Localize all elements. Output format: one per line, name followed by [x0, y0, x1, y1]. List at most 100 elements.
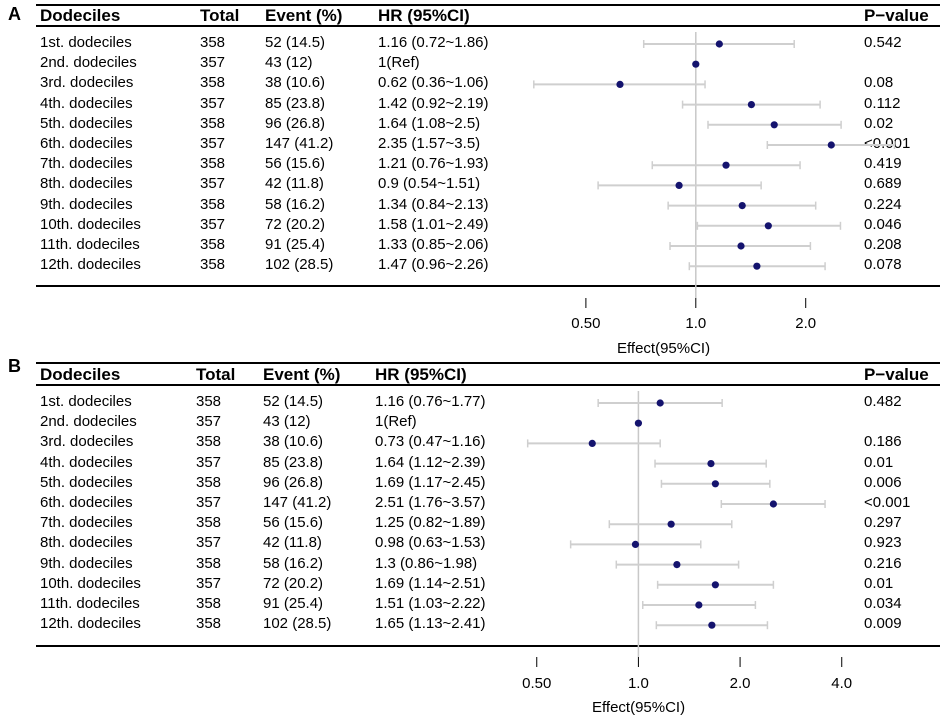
row-label: 12th. dodeciles — [40, 615, 141, 633]
row-label: 4th. dodeciles — [40, 94, 133, 112]
row-hr: 1.3 (0.86~1.98) — [375, 554, 478, 572]
row-hr: 1(Ref) — [378, 54, 420, 72]
row-total: 358 — [200, 236, 226, 253]
row-pvalue: 0.034 — [864, 595, 902, 612]
row-hr: 1.16 (0.72~1.86) — [378, 34, 489, 51]
header-bottom-rule — [36, 25, 940, 27]
row-event: 38 (10.6) — [265, 74, 326, 92]
row-hr: 1.34 (0.84~2.13) — [378, 195, 489, 213]
row-hr: 1.25 (0.82~1.89) — [375, 514, 486, 532]
row-total: 358 — [196, 554, 222, 572]
header-event: Event (%) — [263, 365, 341, 384]
x-tick-label: 1.0 — [685, 315, 706, 332]
row-hr: 2.51 (1.76~3.57) — [375, 494, 486, 511]
row-pvalue: 0.208 — [864, 236, 902, 253]
hr-point — [634, 419, 643, 427]
forest-panel-b: B Dodeciles Total Event (%) HR (95%CI) P… — [0, 356, 945, 720]
row-total: 358 — [196, 615, 222, 633]
row-total: 357 — [200, 54, 226, 72]
row-hr: 1(Ref) — [375, 413, 417, 431]
row-event: 58 (16.2) — [263, 554, 324, 572]
row-label: 2nd. dodeciles — [40, 54, 137, 72]
row-pvalue: 0.923 — [864, 534, 902, 552]
row-event: 96 (26.8) — [265, 114, 326, 132]
row-total: 358 — [196, 514, 222, 532]
axis-title: Effect(95%CI) — [617, 340, 711, 357]
row-pvalue: 0.009 — [864, 615, 902, 633]
x-tick-label: 0.50 — [522, 675, 551, 692]
row-label: 11th. dodeciles — [40, 595, 140, 612]
row-pvalue: 0.02 — [864, 114, 894, 132]
row-total: 357 — [200, 215, 226, 233]
row-pvalue: <0.001 — [864, 494, 911, 511]
row-label: 7th. dodeciles — [40, 514, 133, 532]
row-hr: 1.58 (1.01~2.49) — [378, 215, 489, 233]
row-label: 11th. dodeciles — [40, 236, 140, 253]
hr-point — [673, 561, 681, 569]
hr-point — [738, 202, 746, 210]
row-event: 38 (10.6) — [263, 433, 324, 451]
header-bottom-rule — [36, 384, 940, 386]
row-total: 357 — [196, 534, 222, 552]
forest-plot: 0.50 1.0 2.0 4.0 — [522, 391, 852, 692]
hr-point — [711, 581, 719, 589]
row-hr: 1.42 (0.92~2.19) — [378, 94, 489, 112]
x-tick-label: 2.0 — [730, 675, 751, 692]
row-label: 6th. dodeciles — [40, 135, 133, 152]
row-label: 3rd. dodeciles — [40, 433, 134, 451]
row-pvalue: 0.01 — [864, 574, 894, 592]
row-total: 357 — [196, 574, 222, 592]
hr-point — [737, 242, 745, 250]
forest-panel-a: A Dodeciles Total Event (%) HR (95%CI) P… — [8, 4, 940, 357]
row-label: 8th. dodeciles — [40, 534, 133, 552]
row-total: 358 — [200, 195, 226, 213]
row-pvalue: 0.046 — [864, 215, 902, 233]
row-pvalue: 0.078 — [864, 256, 902, 274]
hr-point — [631, 540, 640, 548]
row-label: 7th. dodeciles — [40, 155, 133, 173]
row-hr: 1.47 (0.96~2.26) — [378, 256, 489, 274]
row-event: 56 (15.6) — [265, 155, 326, 173]
row-total: 357 — [200, 135, 226, 152]
row-hr: 1.69 (1.14~2.51) — [375, 574, 486, 592]
row-event: 91 (25.4) — [265, 236, 326, 253]
table-bottom-rule — [36, 285, 940, 287]
row-total: 358 — [196, 473, 222, 491]
row-hr: 1.69 (1.17~2.45) — [375, 473, 486, 491]
hr-point — [769, 500, 777, 508]
row-pvalue: 0.186 — [864, 433, 902, 451]
row-label: 9th. dodeciles — [40, 554, 133, 572]
row-total: 358 — [200, 34, 226, 51]
x-tick-label: 4.0 — [831, 675, 852, 692]
row-total: 358 — [200, 74, 226, 92]
row-label: 4th. dodeciles — [40, 453, 133, 471]
row-pvalue: 0.482 — [864, 393, 902, 410]
row-event: 102 (28.5) — [263, 615, 332, 633]
forest-plot: 0.50 1.0 2.0 — [533, 32, 896, 332]
row-label: 3rd. dodeciles — [40, 74, 134, 92]
hr-point — [770, 121, 778, 129]
row-pvalue: 0.08 — [864, 74, 894, 92]
header-hr: HR (95%CI) — [378, 6, 470, 25]
header-total: Total — [196, 365, 236, 384]
row-pvalue: 0.224 — [864, 195, 902, 213]
row-pvalue: 0.01 — [864, 453, 894, 471]
row-event: 96 (26.8) — [263, 473, 324, 491]
row-label: 5th. dodeciles — [40, 473, 133, 491]
row-event: 72 (20.2) — [263, 574, 324, 592]
row-event: 58 (16.2) — [265, 195, 326, 213]
row-hr: 1.64 (1.12~2.39) — [375, 453, 486, 471]
axis-title: Effect(95%CI) — [592, 699, 686, 716]
row-label: 1st. dodeciles — [40, 393, 132, 410]
row-hr: 1.51 (1.03~2.22) — [375, 595, 486, 612]
row-event: 43 (12) — [263, 413, 311, 431]
hr-point — [695, 601, 703, 609]
row-event: 102 (28.5) — [265, 256, 334, 274]
row-hr: 1.16 (0.76~1.77) — [375, 393, 486, 410]
row-label: 2nd. dodeciles — [40, 413, 137, 431]
header-dodeciles: Dodeciles — [40, 6, 121, 25]
row-hr: 0.98 (0.63~1.53) — [375, 534, 486, 552]
row-event: 91 (25.4) — [263, 595, 324, 612]
hr-point — [747, 101, 755, 109]
row-pvalue: <0.001 — [864, 135, 911, 152]
